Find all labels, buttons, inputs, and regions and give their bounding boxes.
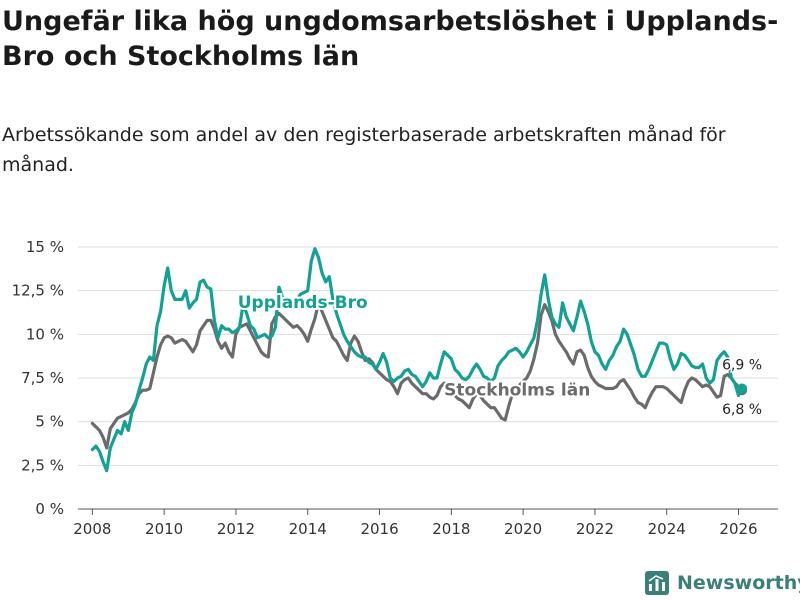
x-tick-label: 2014 (289, 520, 327, 538)
x-tick-label: 2022 (576, 520, 614, 538)
x-tick-label: 2008 (73, 520, 111, 538)
brand-name: Newsworthy (677, 572, 800, 594)
chart-subtitle: Arbetssökande som andel av den registerb… (2, 124, 726, 176)
x-tick-label: 2024 (648, 520, 686, 538)
series-line-upplands-bro (90, 247, 744, 473)
end-point-upplands-bro (737, 383, 748, 394)
brand: Newsworthy (645, 568, 800, 598)
y-tick-label: 15 % (26, 238, 64, 256)
x-tick-label: 2018 (432, 520, 470, 538)
newsworthy-logo-icon (645, 571, 669, 595)
page-title: Ungefär lika hög ungdomsarbetslöshet i U… (2, 6, 779, 72)
x-tick-label: 2016 (360, 520, 398, 538)
x-tick-label: 2020 (504, 520, 542, 538)
y-tick-label: 10 % (26, 325, 64, 343)
y-tick-label: 2,5 % (21, 456, 64, 474)
end-label-upplands-bro: 6,9 % (722, 357, 762, 373)
x-tick-label: 2012 (217, 520, 255, 538)
series-layer (90, 247, 748, 473)
series-label-upplands-bro: Upplands-Bro (238, 293, 368, 313)
series-line-stockholms-lan (90, 301, 744, 450)
x-tick-label: 2026 (719, 520, 757, 538)
series-label-stockholms-lan: Stockholms län (444, 380, 590, 400)
grid-layer: 0 % 2,5 % 5 % 7,5 % 10 % 12,5 % 15 % 2008 2010 20… (12, 238, 778, 538)
y-tick-label: 0 % (35, 500, 64, 518)
x-tick-label: 2010 (145, 520, 183, 538)
y-tick-label: 7,5 % (21, 369, 64, 387)
y-tick-label: 12,5 % (12, 282, 64, 300)
y-tick-label: 5 % (35, 413, 64, 431)
end-label-stockholms-lan: 6,8 % (722, 402, 762, 418)
label-layer: Upplands-Bro Stockholms län 6,9 % 6,8 % (236, 291, 764, 419)
